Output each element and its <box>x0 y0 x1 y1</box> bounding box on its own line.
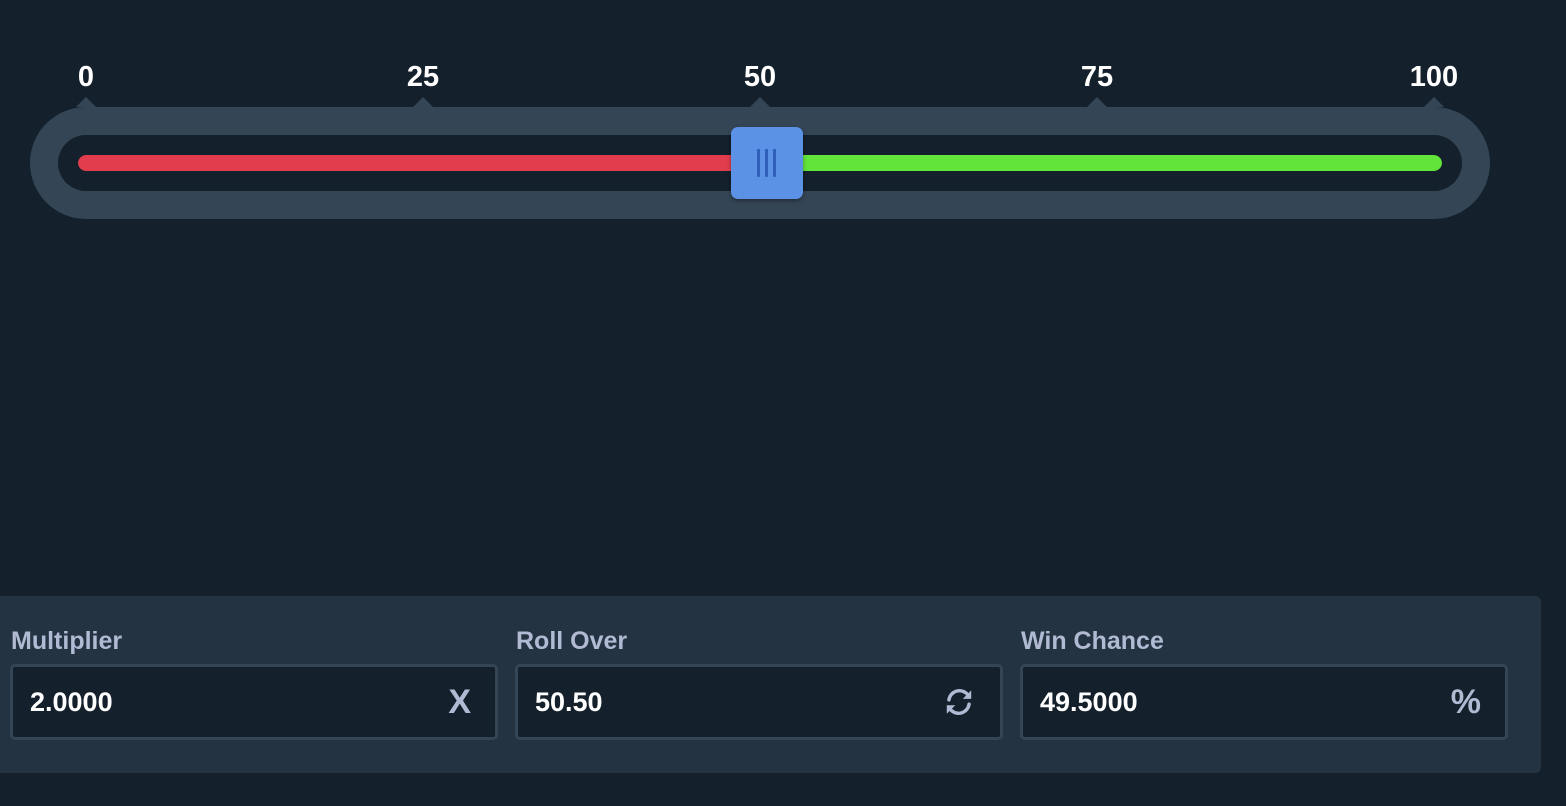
tick-notch <box>76 97 96 107</box>
tick-notch <box>1087 97 1107 107</box>
win-chance-field: Win Chance 49.5000 % <box>1020 624 1508 740</box>
tick-label: 25 <box>406 61 440 93</box>
bet-settings-panel: Multiplier 2.0000 X Roll Over 50.50 <box>0 596 1541 773</box>
percent-icon: % <box>1450 682 1481 721</box>
multiplier-x-icon: X <box>448 682 471 721</box>
grip-icon <box>757 149 777 177</box>
tick-label: 50 <box>743 61 777 93</box>
tick-label: 100 <box>1409 61 1459 93</box>
refresh-icon[interactable] <box>942 667 976 737</box>
lose-range <box>78 155 767 171</box>
roll-over-value: 50.50 <box>535 687 603 717</box>
multiplier-field: Multiplier 2.0000 X <box>10 624 498 740</box>
tick-notch <box>1424 97 1444 107</box>
slider-ticks: 0 25 50 75 100 <box>0 0 1566 110</box>
tick-notch <box>413 97 433 107</box>
slider-track[interactable] <box>78 155 1442 171</box>
multiplier-label: Multiplier <box>11 627 123 655</box>
multiplier-value: 2.0000 <box>30 687 113 717</box>
tick-label: 75 <box>1080 61 1114 93</box>
roll-over-input[interactable]: 50.50 <box>515 664 1003 740</box>
roll-over-field: Roll Over 50.50 <box>515 624 1003 740</box>
slider-handle[interactable] <box>730 127 803 199</box>
win-chance-input[interactable]: 49.5000 % <box>1020 664 1508 740</box>
tick-label: 0 <box>77 61 95 93</box>
roll-over-label: Roll Over <box>516 627 628 655</box>
win-chance-label: Win Chance <box>1021 627 1164 655</box>
tick-notch <box>750 97 770 107</box>
win-range <box>766 155 1442 171</box>
multiplier-input[interactable]: 2.0000 X <box>10 664 498 740</box>
win-chance-value: 49.5000 <box>1040 687 1138 717</box>
